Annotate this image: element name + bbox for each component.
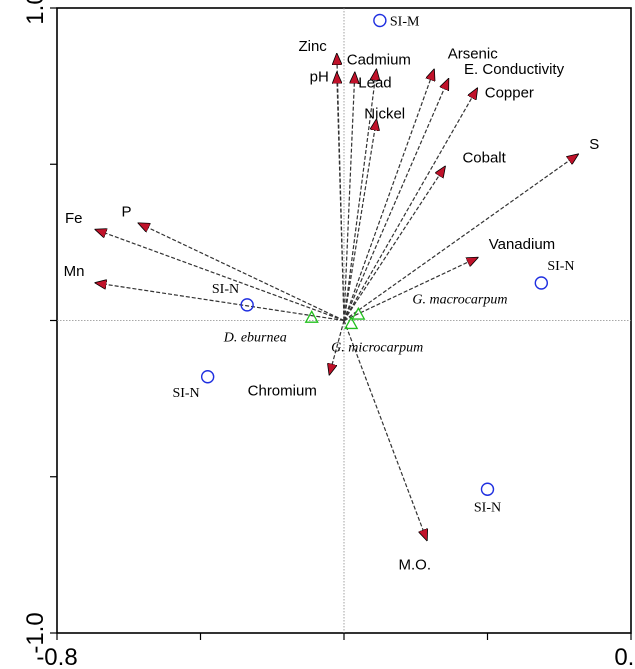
variable-label: Cobalt xyxy=(462,149,506,166)
variable-label: pH xyxy=(310,69,329,86)
x-tick-label: 0.8 xyxy=(614,644,635,669)
variable-arrow xyxy=(343,74,355,321)
variable-label: Zinc xyxy=(298,38,327,55)
variable-arrow xyxy=(343,320,427,540)
variable-label: Copper xyxy=(485,84,534,101)
variable-arrow xyxy=(343,89,477,321)
variable-label: Lead xyxy=(358,75,391,92)
variable-label: P xyxy=(121,204,131,221)
y-tick-label: -1.0 xyxy=(22,612,49,653)
variable-arrow xyxy=(343,80,448,321)
variable-label: Mn xyxy=(64,263,85,280)
site-label: SI-M xyxy=(390,15,420,30)
species-label: G. microcarpum xyxy=(331,341,423,356)
variable-arrow xyxy=(140,224,345,322)
variable-label: S xyxy=(589,136,599,153)
variable-label: Fe xyxy=(65,210,83,227)
variable-arrow xyxy=(343,71,434,321)
site-label: SI-N xyxy=(547,259,574,274)
variable-label: Cadmium xyxy=(347,52,411,69)
variable-arrow xyxy=(343,71,376,321)
variable-label: Chromium xyxy=(248,383,317,400)
variable-label: M.O. xyxy=(399,556,432,573)
site-label: SI-N xyxy=(474,500,501,515)
species-label: G. macrocarpum xyxy=(412,292,507,307)
x-tick-label: -0.8 xyxy=(36,644,77,669)
variable-arrow xyxy=(96,230,345,322)
site-marker xyxy=(480,482,495,496)
site-marker xyxy=(373,13,387,28)
variable-arrow xyxy=(337,74,345,321)
variable-label: E. Conductivity xyxy=(464,61,565,78)
variable-arrow xyxy=(343,258,477,322)
site-label: SI-N xyxy=(172,386,199,401)
y-tick-label: 1.0 xyxy=(22,0,49,25)
site-label: SI-N xyxy=(212,282,239,297)
species-marker xyxy=(351,306,366,320)
variable-arrow xyxy=(343,167,444,321)
species-label: D. eburnea xyxy=(223,330,287,345)
variable-label: Vanadium xyxy=(489,236,555,253)
species-marker xyxy=(304,310,319,323)
site-marker xyxy=(200,370,215,384)
variable-label: Nickel xyxy=(364,106,405,123)
variable-arrow xyxy=(343,121,376,321)
site-marker xyxy=(240,298,254,312)
variable-arrow xyxy=(330,320,345,374)
variable-label: Arsenic xyxy=(448,46,499,63)
site-marker xyxy=(534,276,549,290)
species-marker xyxy=(344,316,359,330)
